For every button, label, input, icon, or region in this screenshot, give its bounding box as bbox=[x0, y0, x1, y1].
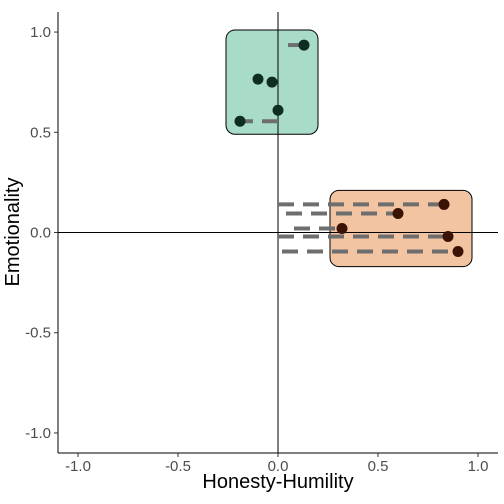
data-point-1-2 bbox=[252, 73, 264, 85]
y-tick-label: -1.0 bbox=[25, 425, 51, 442]
data-points bbox=[234, 39, 464, 258]
data-point-2-5 bbox=[452, 246, 464, 258]
group-boxes bbox=[225, 29, 473, 268]
data-point-2-2 bbox=[392, 207, 404, 219]
y-tick-label: 0.5 bbox=[30, 124, 51, 141]
data-point-2-1 bbox=[438, 198, 450, 210]
x-axis-ticks: -1.0 -0.5 0.0 0.5 1.0 bbox=[65, 453, 488, 475]
dashed-segments bbox=[240, 43, 458, 254]
data-point-1-1 bbox=[298, 39, 310, 51]
x-tick-label: 0.0 bbox=[268, 458, 289, 475]
x-tick-label: 1.0 bbox=[468, 458, 489, 475]
data-point-1-4 bbox=[272, 104, 284, 116]
data-point-1-5 bbox=[234, 115, 246, 127]
y-axis-ticks: -1.0 -0.5 0.0 0.5 1.0 bbox=[25, 24, 58, 442]
data-point-1-3 bbox=[266, 76, 278, 88]
reference-lines bbox=[58, 12, 498, 453]
data-point-2-3 bbox=[336, 222, 348, 234]
x-tick-label: -1.0 bbox=[65, 458, 91, 475]
group-box-2 bbox=[329, 189, 473, 268]
x-axis-title: Honesty-Humility bbox=[202, 471, 353, 493]
data-point-2-4 bbox=[442, 231, 454, 243]
y-tick-label: -0.5 bbox=[25, 325, 51, 342]
y-tick-label: 1.0 bbox=[30, 24, 51, 41]
x-tick-label: -0.5 bbox=[165, 458, 191, 475]
x-tick-label: 0.5 bbox=[368, 458, 389, 475]
y-tick-label: 0.0 bbox=[30, 225, 51, 242]
y-axis-title: Emotionality bbox=[2, 178, 24, 287]
